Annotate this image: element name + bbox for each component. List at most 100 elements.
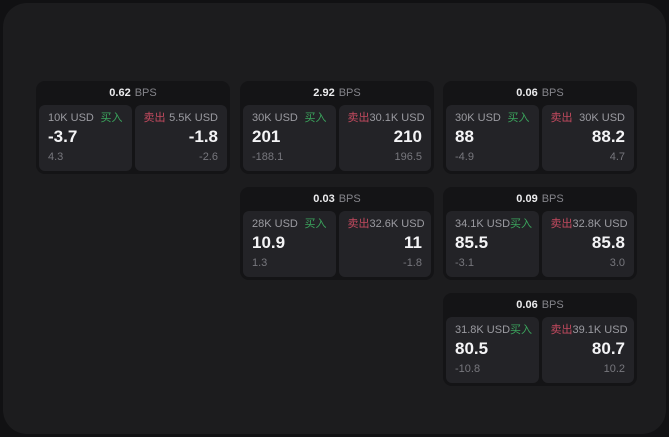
sell-size-label: 30.1K USD: [369, 112, 425, 124]
card-bps-header: 0.09 BPS: [446, 187, 634, 211]
buy-size-label: 34.1K USD: [455, 218, 511, 230]
sell-panel[interactable]: 卖出 30K USD 88.2 4.7: [541, 105, 634, 171]
bps-value: 0.62: [109, 86, 131, 99]
sell-price: 80.7: [591, 339, 625, 358]
buy-delta: -10.8: [455, 362, 481, 375]
buy-delta: -188.1: [252, 150, 284, 163]
card-bps-header: 0.03 BPS: [243, 187, 431, 211]
bps-value: 0.09: [516, 192, 538, 205]
sell-meta-row: 卖出 32.8K USD: [550, 218, 628, 230]
buy-price: 10.9: [252, 233, 286, 252]
quote-panels: 10K USD 买入 -3.7 4.3 卖出 5.5K USD -1.8 -2.…: [39, 105, 227, 171]
sell-price: -1.8: [188, 127, 218, 146]
sell-side-label: 卖出: [347, 112, 370, 124]
sell-size-label: 32.8K USD: [572, 218, 628, 230]
sell-side-label: 卖出: [550, 218, 573, 230]
sell-price: 11: [404, 233, 422, 252]
buy-panel[interactable]: 34.1K USD 买入 85.5 -3.1: [446, 211, 539, 277]
buy-price: 80.5: [455, 339, 489, 358]
buy-meta-row: 28K USD 买入: [252, 219, 327, 230]
sell-meta-row: 卖出 5.5K USD: [144, 113, 219, 124]
bps-unit-label: BPS: [134, 86, 157, 99]
buy-panel[interactable]: 30K USD 买入 201 -188.1: [243, 105, 336, 171]
bps-value: 0.03: [313, 192, 335, 205]
buy-price: 85.5: [455, 233, 489, 252]
sell-size-label: 5.5K USD: [169, 112, 218, 124]
card-bps-header: 0.06 BPS: [446, 293, 634, 317]
buy-side-label: 买入: [100, 112, 123, 124]
buy-price: 201: [252, 127, 281, 146]
sell-delta: -1.8: [403, 256, 422, 269]
sell-size-label: 39.1K USD: [572, 324, 628, 336]
bps-unit-label: BPS: [338, 192, 361, 205]
sell-meta-row: 卖出 32.6K USD: [347, 218, 425, 230]
sell-side-label: 卖出: [550, 324, 573, 336]
sell-delta: 3.0: [609, 256, 625, 269]
bps-value: 2.92: [313, 86, 335, 99]
buy-size-label: 10K USD: [48, 112, 94, 124]
sell-side-label: 卖出: [550, 112, 573, 124]
buy-panel[interactable]: 28K USD 买入 10.9 1.3: [243, 211, 336, 277]
buy-size-label: 28K USD: [252, 218, 298, 230]
quote-panels: 31.8K USD 买入 80.5 -10.8 卖出 39.1K USD 80.…: [446, 317, 634, 383]
quote-card: 0.09 BPS 34.1K USD 买入 85.5 -3.1 卖出 32.8K…: [443, 187, 637, 280]
sell-delta: 196.5: [394, 150, 422, 163]
quote-panels: 30K USD 买入 88 -4.9 卖出 30K USD 88.2 4.7: [446, 105, 634, 171]
buy-delta: -3.1: [455, 256, 474, 269]
buy-side-label: 买入: [304, 218, 327, 230]
quote-panels: 34.1K USD 买入 85.5 -3.1 卖出 32.8K USD 85.8…: [446, 211, 634, 277]
sell-price: 88.2: [591, 127, 625, 146]
sell-size-label: 32.6K USD: [369, 218, 425, 230]
sell-meta-row: 卖出 30K USD: [551, 113, 626, 124]
quote-card: 0.06 BPS 30K USD 买入 88 -4.9 卖出 30K USD 8…: [443, 81, 637, 174]
buy-meta-row: 10K USD 买入: [48, 113, 123, 124]
sell-delta: 4.7: [609, 150, 625, 163]
sell-price: 210: [393, 127, 422, 146]
sell-panel[interactable]: 卖出 39.1K USD 80.7 10.2: [541, 317, 634, 383]
buy-panel[interactable]: 30K USD 买入 88 -4.9: [446, 105, 539, 171]
quote-card: 0.03 BPS 28K USD 买入 10.9 1.3 卖出 32.6K US…: [240, 187, 434, 280]
sell-price: 85.8: [591, 233, 625, 252]
bps-value: 0.06: [516, 86, 538, 99]
buy-meta-row: 31.8K USD 买入: [455, 324, 533, 336]
quote-panels: 28K USD 买入 10.9 1.3 卖出 32.6K USD 11 -1.8: [243, 211, 431, 277]
buy-delta: -4.9: [455, 150, 474, 163]
buy-panel[interactable]: 10K USD 买入 -3.7 4.3: [39, 105, 132, 171]
buy-side-label: 买入: [510, 324, 533, 336]
bps-unit-label: BPS: [541, 192, 564, 205]
quote-card: 0.06 BPS 31.8K USD 买入 80.5 -10.8 卖出 39.1…: [443, 293, 637, 386]
bps-unit-label: BPS: [338, 86, 361, 99]
buy-price: -3.7: [48, 127, 78, 146]
bps-unit-label: BPS: [541, 298, 564, 311]
quote-board-window: 0.62 BPS 10K USD 买入 -3.7 4.3 卖出 5.5K USD…: [3, 3, 666, 434]
quote-card: 2.92 BPS 30K USD 买入 201 -188.1 卖出 30.1K …: [240, 81, 434, 174]
quote-card: 0.62 BPS 10K USD 买入 -3.7 4.3 卖出 5.5K USD…: [36, 81, 230, 174]
sell-side-label: 卖出: [347, 218, 370, 230]
buy-meta-row: 30K USD 买入: [252, 113, 327, 124]
sell-delta: -2.6: [199, 150, 218, 163]
card-bps-header: 2.92 BPS: [243, 81, 431, 105]
sell-size-label: 30K USD: [579, 112, 625, 124]
buy-side-label: 买入: [510, 218, 533, 230]
buy-delta: 1.3: [252, 256, 268, 269]
buy-size-label: 30K USD: [455, 112, 501, 124]
bps-value: 0.06: [516, 298, 538, 311]
card-bps-header: 0.06 BPS: [446, 81, 634, 105]
card-bps-header: 0.62 BPS: [39, 81, 227, 105]
buy-price: 88: [455, 127, 474, 146]
sell-panel[interactable]: 卖出 30.1K USD 210 196.5: [338, 105, 431, 171]
sell-meta-row: 卖出 30.1K USD: [347, 112, 425, 124]
buy-meta-row: 30K USD 买入: [455, 113, 530, 124]
buy-meta-row: 34.1K USD 买入: [455, 218, 533, 230]
sell-panel[interactable]: 卖出 32.6K USD 11 -1.8: [338, 211, 431, 277]
sell-meta-row: 卖出 39.1K USD: [550, 324, 628, 336]
sell-panel[interactable]: 卖出 5.5K USD -1.8 -2.6: [134, 105, 227, 171]
buy-side-label: 买入: [304, 112, 327, 124]
buy-panel[interactable]: 31.8K USD 买入 80.5 -10.8: [446, 317, 539, 383]
sell-delta: 10.2: [603, 362, 625, 375]
quote-panels: 30K USD 买入 201 -188.1 卖出 30.1K USD 210 1…: [243, 105, 431, 171]
sell-panel[interactable]: 卖出 32.8K USD 85.8 3.0: [541, 211, 634, 277]
sell-side-label: 卖出: [143, 112, 166, 124]
buy-size-label: 30K USD: [252, 112, 298, 124]
bps-unit-label: BPS: [541, 86, 564, 99]
